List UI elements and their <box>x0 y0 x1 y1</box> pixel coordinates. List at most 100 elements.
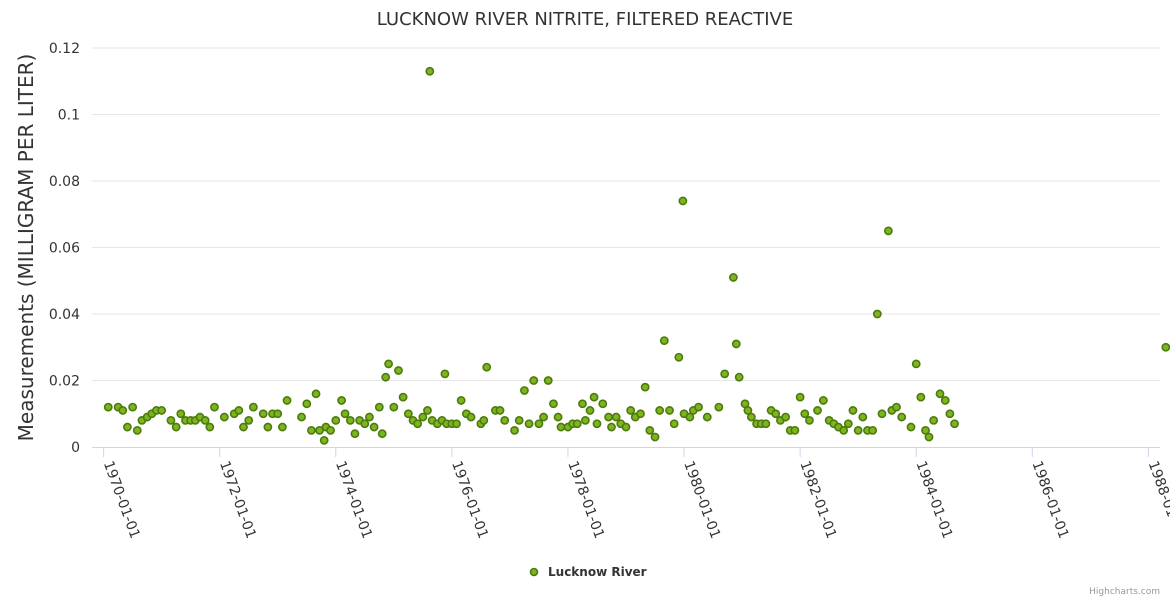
data-point[interactable] <box>549 399 558 409</box>
data-point[interactable] <box>389 402 399 412</box>
data-point[interactable] <box>248 402 258 412</box>
data-point[interactable] <box>734 372 744 382</box>
data-point[interactable] <box>580 415 590 425</box>
data-point[interactable] <box>694 402 703 412</box>
data-point[interactable] <box>935 389 945 399</box>
data-point[interactable] <box>128 402 138 412</box>
data-point[interactable] <box>585 406 595 415</box>
data-point[interactable] <box>263 422 273 432</box>
data-point[interactable] <box>273 409 283 419</box>
data-point[interactable] <box>790 425 800 435</box>
data-point[interactable] <box>219 412 229 422</box>
data-point[interactable] <box>892 402 901 412</box>
data-point[interactable] <box>440 369 450 379</box>
data-point[interactable] <box>456 396 466 405</box>
data-point[interactable] <box>940 396 950 405</box>
data-point[interactable] <box>360 419 370 429</box>
data-point[interactable] <box>466 412 476 422</box>
data-point[interactable] <box>510 425 519 435</box>
data-point[interactable] <box>425 66 435 76</box>
data-point[interactable] <box>868 425 878 435</box>
data-point[interactable] <box>853 425 863 435</box>
data-point[interactable] <box>771 409 781 419</box>
data-point[interactable] <box>381 372 391 382</box>
data-point[interactable] <box>805 415 814 425</box>
data-point[interactable] <box>924 432 934 442</box>
data-point[interactable] <box>578 399 587 409</box>
data-point[interactable] <box>813 406 822 415</box>
data-point[interactable] <box>394 366 403 375</box>
data-point[interactable] <box>365 412 374 422</box>
data-point[interactable] <box>176 409 186 419</box>
data-point[interactable] <box>916 392 926 402</box>
data-point[interactable] <box>572 419 582 429</box>
data-point[interactable] <box>350 429 360 439</box>
data-point[interactable] <box>685 412 695 422</box>
data-point[interactable] <box>1161 342 1170 352</box>
data-point[interactable] <box>337 396 346 405</box>
data-point[interactable] <box>452 419 461 429</box>
data-point[interactable] <box>621 422 631 432</box>
data-point[interactable] <box>911 359 921 369</box>
data-point[interactable] <box>906 422 916 432</box>
data-point[interactable] <box>678 196 688 206</box>
data-point[interactable] <box>258 409 268 419</box>
data-point[interactable] <box>795 392 805 402</box>
data-point[interactable] <box>897 412 907 422</box>
data-point[interactable] <box>403 409 413 419</box>
data-point[interactable] <box>539 412 548 422</box>
data-point[interactable] <box>118 406 128 415</box>
data-point[interactable] <box>731 339 741 349</box>
data-point[interactable] <box>650 432 660 442</box>
data-point[interactable] <box>746 412 756 422</box>
data-point[interactable] <box>702 412 712 422</box>
data-point[interactable] <box>848 406 858 415</box>
data-point[interactable] <box>640 382 650 392</box>
data-point[interactable] <box>665 406 674 415</box>
data-point[interactable] <box>345 415 355 425</box>
data-point[interactable] <box>340 409 350 419</box>
data-point[interactable] <box>839 425 849 435</box>
data-point[interactable] <box>714 402 724 412</box>
data-point[interactable] <box>607 422 616 432</box>
data-point[interactable] <box>482 362 492 372</box>
data-point[interactable] <box>655 406 665 415</box>
data-point[interactable] <box>418 412 428 422</box>
data-point[interactable] <box>945 409 955 419</box>
data-point[interactable] <box>244 415 254 425</box>
data-point[interactable] <box>331 415 341 425</box>
data-point[interactable] <box>553 412 563 422</box>
data-point[interactable] <box>534 419 544 429</box>
data-point[interactable] <box>818 396 828 405</box>
data-point[interactable] <box>761 419 771 429</box>
data-point[interactable] <box>645 425 655 435</box>
data-point[interactable] <box>282 396 292 405</box>
data-point[interactable] <box>398 392 408 402</box>
data-point[interactable] <box>589 392 599 402</box>
credits-link[interactable]: Highcharts.com <box>1089 587 1160 597</box>
data-point[interactable] <box>514 415 524 425</box>
data-point[interactable] <box>556 422 566 432</box>
data-point[interactable] <box>132 425 142 435</box>
data-point[interactable] <box>479 415 489 425</box>
data-point[interactable] <box>171 422 181 432</box>
data-point[interactable] <box>674 352 684 362</box>
data-point[interactable] <box>520 386 529 395</box>
data-point[interactable] <box>413 419 423 429</box>
data-point[interactable] <box>921 425 930 435</box>
data-point[interactable] <box>277 422 287 432</box>
data-point[interactable] <box>529 376 539 385</box>
data-point[interactable] <box>374 402 384 412</box>
data-point[interactable] <box>302 399 312 409</box>
data-point[interactable] <box>166 415 176 425</box>
data-point[interactable] <box>369 422 379 432</box>
data-point[interactable] <box>877 409 887 419</box>
data-point[interactable] <box>872 309 882 319</box>
data-point[interactable] <box>843 419 853 429</box>
data-point[interactable] <box>781 412 791 422</box>
data-point[interactable] <box>543 376 553 385</box>
data-point[interactable] <box>297 412 306 422</box>
data-point[interactable] <box>800 409 810 419</box>
data-point[interactable] <box>598 399 608 409</box>
data-point[interactable] <box>205 422 215 432</box>
